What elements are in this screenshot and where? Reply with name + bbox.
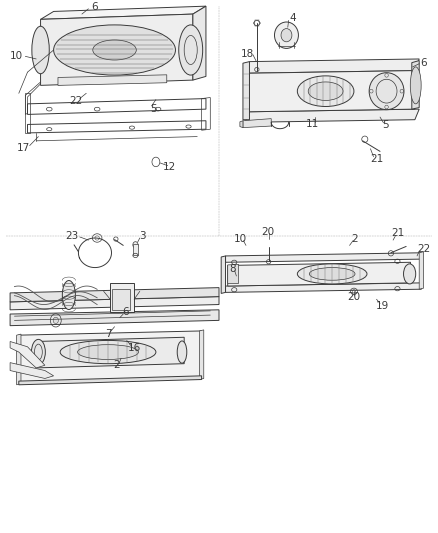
Text: 5: 5 xyxy=(150,104,157,114)
Text: 3: 3 xyxy=(140,231,146,241)
Polygon shape xyxy=(10,310,219,326)
Polygon shape xyxy=(58,75,167,85)
Polygon shape xyxy=(221,256,226,294)
Polygon shape xyxy=(19,376,201,385)
Ellipse shape xyxy=(133,241,138,248)
Ellipse shape xyxy=(32,340,46,365)
Text: 19: 19 xyxy=(375,301,389,311)
Polygon shape xyxy=(41,14,193,85)
Bar xyxy=(133,244,138,255)
Text: 2: 2 xyxy=(351,233,358,244)
Text: 22: 22 xyxy=(417,244,430,254)
Text: 10: 10 xyxy=(10,51,23,61)
Polygon shape xyxy=(243,62,250,120)
Ellipse shape xyxy=(53,317,58,324)
Bar xyxy=(110,284,134,312)
Text: 8: 8 xyxy=(230,264,236,273)
Polygon shape xyxy=(10,296,219,310)
Text: 5: 5 xyxy=(382,120,389,130)
Text: 22: 22 xyxy=(69,96,82,106)
Text: 12: 12 xyxy=(162,162,176,172)
Text: 21: 21 xyxy=(392,228,405,238)
Text: 4: 4 xyxy=(290,13,296,23)
Polygon shape xyxy=(17,334,21,385)
Polygon shape xyxy=(243,119,271,127)
Text: 6: 6 xyxy=(420,58,427,68)
Text: 11: 11 xyxy=(306,119,319,129)
Text: 18: 18 xyxy=(240,49,254,59)
Ellipse shape xyxy=(32,26,49,74)
Polygon shape xyxy=(10,342,45,368)
Ellipse shape xyxy=(297,76,354,107)
Ellipse shape xyxy=(179,25,203,75)
Polygon shape xyxy=(245,109,419,123)
Text: 2: 2 xyxy=(113,360,120,370)
Text: 20: 20 xyxy=(347,292,360,302)
Polygon shape xyxy=(193,6,206,80)
Text: 17: 17 xyxy=(17,143,30,152)
Ellipse shape xyxy=(297,264,367,284)
Text: 6: 6 xyxy=(123,308,129,318)
Polygon shape xyxy=(10,362,53,378)
Polygon shape xyxy=(412,61,419,109)
Ellipse shape xyxy=(93,40,136,60)
Polygon shape xyxy=(41,6,206,19)
Ellipse shape xyxy=(60,341,156,364)
Polygon shape xyxy=(199,330,204,379)
Text: 21: 21 xyxy=(370,155,383,164)
Polygon shape xyxy=(226,253,421,262)
Text: 16: 16 xyxy=(127,343,141,353)
Polygon shape xyxy=(228,264,239,284)
Ellipse shape xyxy=(369,72,404,110)
Ellipse shape xyxy=(403,264,416,284)
Text: 20: 20 xyxy=(261,227,274,237)
Polygon shape xyxy=(226,283,421,293)
Polygon shape xyxy=(250,70,415,112)
Polygon shape xyxy=(240,121,243,127)
Polygon shape xyxy=(10,288,219,302)
Polygon shape xyxy=(245,59,419,73)
Text: 6: 6 xyxy=(92,2,98,12)
Ellipse shape xyxy=(281,29,292,42)
Polygon shape xyxy=(36,337,184,368)
Ellipse shape xyxy=(78,345,138,359)
Text: 10: 10 xyxy=(234,233,247,244)
Ellipse shape xyxy=(308,82,343,100)
Polygon shape xyxy=(419,252,424,289)
Polygon shape xyxy=(19,331,201,384)
Text: 7: 7 xyxy=(105,328,111,338)
Ellipse shape xyxy=(309,268,355,280)
Bar xyxy=(113,289,130,310)
Ellipse shape xyxy=(53,25,176,75)
Text: 23: 23 xyxy=(66,231,79,241)
Polygon shape xyxy=(228,262,410,286)
Ellipse shape xyxy=(275,22,298,49)
Ellipse shape xyxy=(177,341,187,363)
Ellipse shape xyxy=(410,67,421,104)
Ellipse shape xyxy=(62,280,75,310)
